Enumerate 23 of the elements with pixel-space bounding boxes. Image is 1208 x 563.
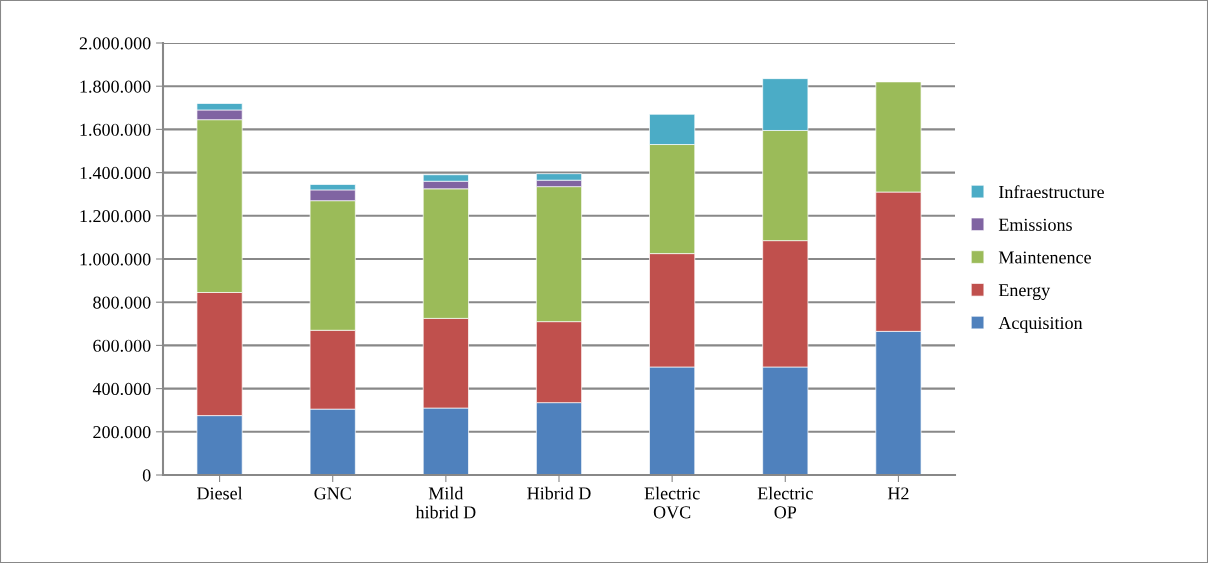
x-tick-label: Electric OP xyxy=(757,486,813,519)
y-tick-label: 400.000 xyxy=(92,382,151,396)
y-tick-label: 1.200.000 xyxy=(80,210,151,223)
x-tick-label: Mild hibrid D xyxy=(415,486,476,519)
y-tick-label: 800.000 xyxy=(93,296,151,309)
y-tick-label: 600.000 xyxy=(93,339,151,352)
y-tick-label: 200.000 xyxy=(93,426,151,439)
legend-label: Acquisition xyxy=(998,316,1083,333)
y-tick-label: 1.000.000 xyxy=(80,253,151,266)
legend-label: Maintenence xyxy=(998,251,1091,264)
legend-label: Emissions xyxy=(998,218,1072,231)
y-tick-label: 0 xyxy=(142,469,151,482)
legend-label: Energy xyxy=(998,284,1051,300)
x-tick-label: H2 xyxy=(887,487,909,500)
y-tick-label: 2.000.000 xyxy=(79,37,151,50)
x-tick-label: Hibrid D xyxy=(527,486,591,500)
y-tick-label: 1.800.000 xyxy=(80,80,151,93)
x-tick-label: Electric OVC xyxy=(644,486,700,519)
y-tick-label: 1.600.000 xyxy=(80,123,151,136)
y-tick-label: 1.400.000 xyxy=(80,166,151,180)
legend-label: Infraestructure xyxy=(998,185,1104,199)
x-tick-label: Diesel xyxy=(197,486,243,500)
x-tick-label: GNC xyxy=(314,487,351,500)
